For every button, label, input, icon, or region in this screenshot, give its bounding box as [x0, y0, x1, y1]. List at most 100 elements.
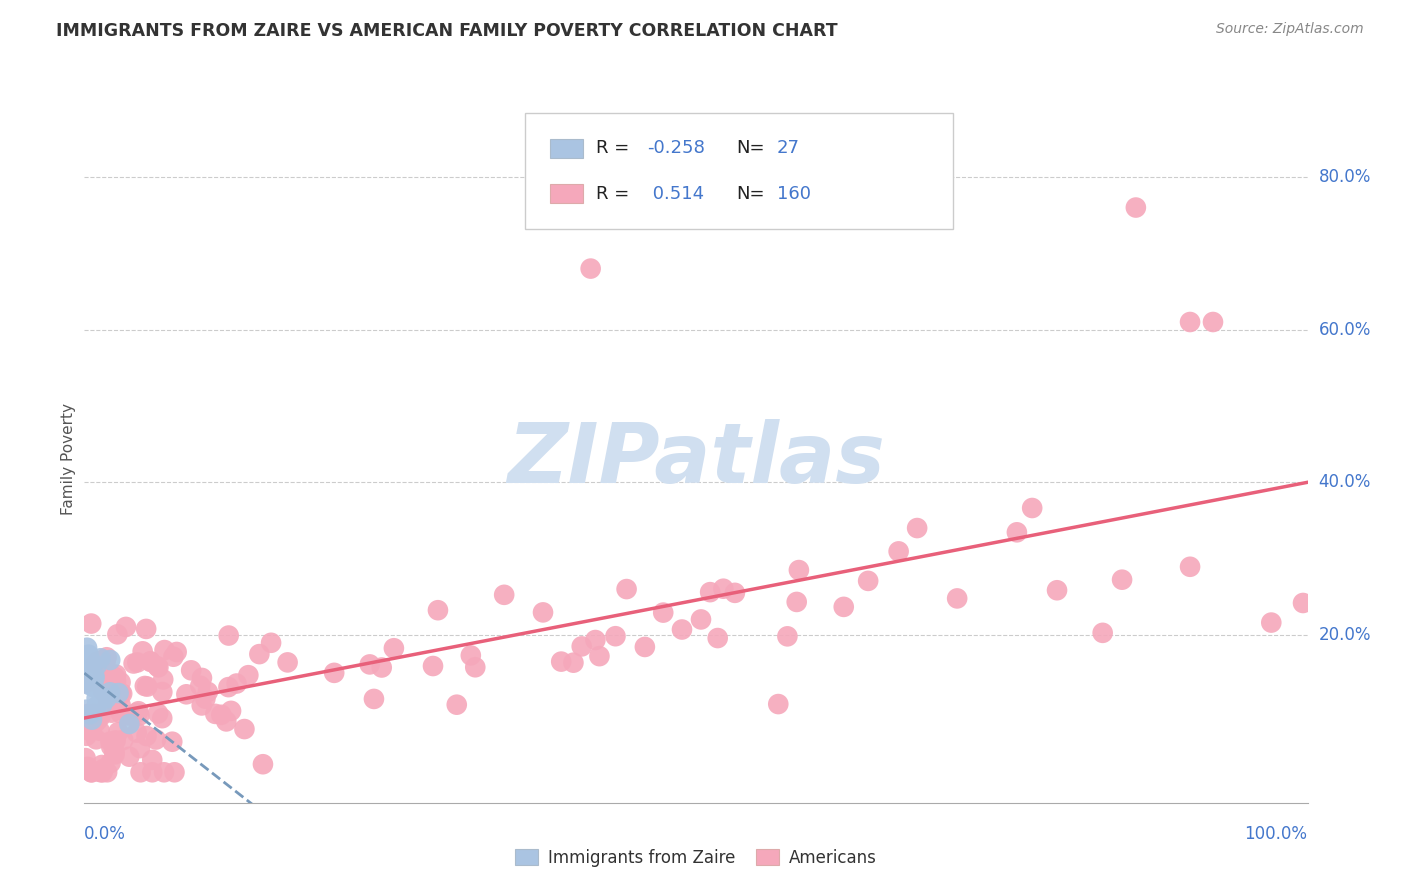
Point [191, 671, 214, 685]
Point [768, 697, 790, 711]
Point [110, 698, 132, 713]
Point [93, 762, 115, 776]
Point [127, 656, 149, 670]
Point [446, 698, 468, 712]
Point [786, 595, 808, 609]
Point [219, 704, 242, 718]
Point [166, 645, 188, 659]
Point [1178, 315, 1201, 329]
Point [107, 690, 129, 705]
Point [163, 765, 186, 780]
Point [776, 629, 799, 643]
Point [77, 723, 100, 738]
Point [96, 765, 118, 780]
Point [83, 681, 105, 695]
Point [652, 606, 675, 620]
Point [690, 612, 713, 626]
Point [79, 671, 101, 685]
Point [80, 664, 103, 678]
Point [90, 765, 112, 780]
Point [79, 664, 101, 678]
Point [238, 668, 260, 682]
Point [146, 659, 169, 673]
Point [946, 591, 969, 606]
Text: ZIPatlas: ZIPatlas [508, 419, 884, 500]
Point [129, 741, 152, 756]
Point [135, 729, 157, 743]
Point [80, 765, 103, 780]
Point [128, 708, 150, 723]
Point [129, 765, 152, 780]
Point [100, 734, 122, 748]
Point [82, 718, 104, 732]
Point [422, 659, 444, 673]
Point [79, 707, 101, 722]
Text: 0.0%: 0.0% [84, 825, 127, 843]
Point [197, 685, 219, 699]
Point [76, 760, 98, 774]
Text: 100.0%: 100.0% [1244, 825, 1308, 843]
Point [832, 599, 855, 614]
Point [139, 654, 162, 668]
Point [75, 729, 97, 743]
Point [1260, 615, 1282, 630]
Point [134, 679, 156, 693]
Point [699, 585, 721, 599]
Point [103, 745, 125, 759]
Point [118, 749, 141, 764]
Point [125, 706, 148, 720]
Point [371, 660, 394, 674]
Point [464, 660, 486, 674]
Point [115, 620, 138, 634]
Point [188, 679, 211, 693]
Point [550, 655, 572, 669]
Point [110, 706, 132, 720]
Point [787, 563, 810, 577]
Point [89, 651, 111, 665]
Point [152, 673, 174, 687]
Point [180, 663, 202, 677]
Point [104, 673, 127, 687]
Point [97, 697, 120, 711]
Point [277, 656, 299, 670]
Point [887, 544, 910, 558]
Point [233, 722, 256, 736]
Point [562, 656, 585, 670]
Point [711, 582, 734, 596]
Point [89, 723, 111, 738]
Point [153, 643, 176, 657]
Text: R =: R = [596, 139, 634, 157]
Point [83, 706, 105, 721]
Text: 80.0%: 80.0% [1319, 168, 1371, 186]
Point [531, 606, 554, 620]
Point [247, 647, 270, 661]
Point [110, 675, 132, 690]
Point [105, 627, 128, 641]
Point [82, 712, 104, 726]
Point [77, 648, 100, 662]
Point [107, 725, 129, 739]
Point [162, 649, 184, 664]
Point [90, 758, 112, 772]
Point [84, 732, 107, 747]
Point [359, 657, 381, 672]
Point [86, 655, 108, 669]
Point [217, 680, 239, 694]
Point [96, 650, 118, 665]
Text: 60.0%: 60.0% [1319, 320, 1371, 339]
Point [426, 603, 449, 617]
Point [1292, 596, 1315, 610]
Point [110, 686, 132, 700]
Point [83, 671, 105, 685]
Point [96, 676, 118, 690]
Point [1091, 625, 1114, 640]
Point [194, 691, 217, 706]
Point [80, 713, 103, 727]
Point [89, 764, 111, 779]
Point [141, 753, 163, 767]
Point [856, 574, 879, 588]
Point [127, 704, 149, 718]
Point [117, 708, 139, 723]
Text: 40.0%: 40.0% [1319, 474, 1371, 491]
Point [146, 706, 169, 721]
